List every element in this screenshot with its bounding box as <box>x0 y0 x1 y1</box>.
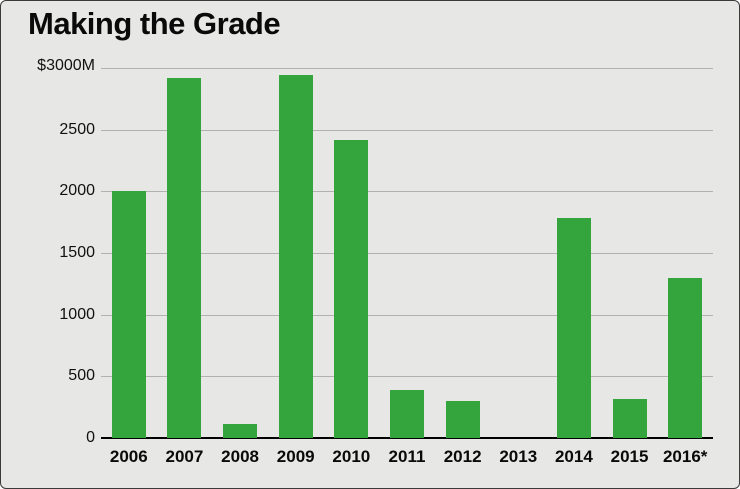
gridline <box>101 68 713 69</box>
bar-2007 <box>167 77 202 438</box>
y-tick-label: 1500 <box>59 244 95 261</box>
x-axis-label: 2010 <box>332 447 371 466</box>
x-axis-label: 2014 <box>554 447 593 466</box>
y-tick-label: 2500 <box>59 120 95 138</box>
x-axis-label: 2016* <box>662 447 708 466</box>
bar-2012 <box>445 401 480 438</box>
bar-2014 <box>556 218 591 438</box>
bar-2008 <box>223 424 258 438</box>
x-axis-label: 2008 <box>221 447 259 466</box>
y-tick-label: 0 <box>86 429 95 446</box>
x-axis-label: 2013 <box>499 447 538 466</box>
x-axis-label: 2007 <box>165 447 204 466</box>
y-axis-top-label: $3000M <box>37 57 95 74</box>
x-axis-label: 2015 <box>610 447 649 466</box>
y-tick-label: 1000 <box>59 305 95 323</box>
bar-2015 <box>612 398 647 438</box>
x-axis-label: 2012 <box>443 447 482 466</box>
bar-2006 <box>111 191 146 438</box>
gridline <box>101 191 713 193</box>
bar-2009 <box>278 75 313 438</box>
gridline <box>101 253 713 254</box>
x-axis-line <box>101 437 713 439</box>
chart-title: Making the Grade <box>28 6 281 41</box>
bar-2016* <box>668 277 703 438</box>
gridline <box>101 129 713 131</box>
x-axis-label: 2006 <box>109 447 148 466</box>
plot-area <box>101 68 713 439</box>
bar-2011 <box>390 389 424 438</box>
x-axis-label: 2011 <box>388 447 426 466</box>
bar-2010 <box>334 139 369 438</box>
y-tick-label: 2000 <box>59 182 95 200</box>
gridline <box>101 376 713 378</box>
x-axis-label: 2009 <box>276 447 315 466</box>
y-tick-label: 500 <box>68 367 95 385</box>
gridline <box>101 314 713 316</box>
